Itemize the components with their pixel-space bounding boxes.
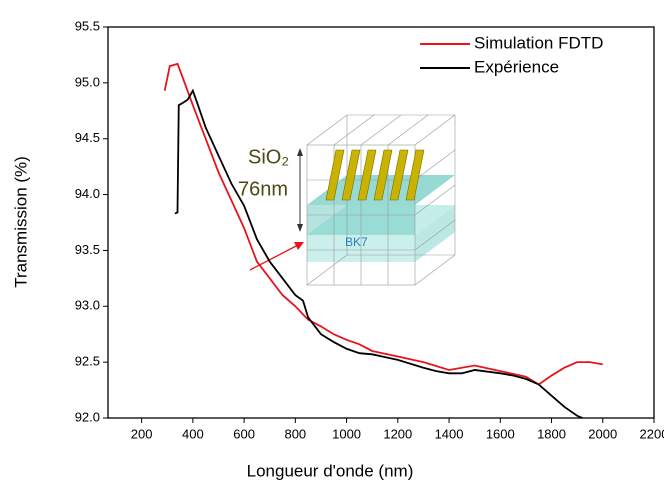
x-tick-label: 1400 [435,426,464,441]
y-tick-label: 94.0 [75,186,100,201]
y-tick-label: 93.5 [75,242,100,257]
x-tick-label: 800 [284,426,306,441]
x-tick-label: 400 [182,426,204,441]
legend-label: Expérience [474,57,559,76]
annotation: BK7 [345,235,368,249]
x-tick-label: 600 [233,426,255,441]
x-tick-label: 2000 [588,426,617,441]
y-tick-label: 93.0 [75,298,100,313]
series-line [174,88,583,419]
x-tick-label: 1800 [537,426,566,441]
x-tick-label: 1200 [383,426,412,441]
inset-diagram [249,114,456,286]
y-tick-label: 95.5 [75,18,100,33]
y-tick-label: 94.5 [75,130,100,145]
annotation: SiO₂ [248,146,289,168]
annotation: 76nm [238,178,288,200]
plot-frame [107,26,655,419]
x-tick-label: 1600 [486,426,515,441]
y-tick-label: 95.0 [75,74,100,89]
x-axis-label: Longueur d'onde (nm) [247,461,414,480]
y-axis-label: Transmission (%) [11,156,30,288]
y-tick-label: 92.0 [75,409,100,424]
x-tick-label: 2200 [640,426,664,441]
legend-label: Simulation FDTD [474,33,603,52]
x-tick-label: 200 [131,426,153,441]
x-tick-label: 1000 [332,426,361,441]
y-tick-label: 92.5 [75,354,100,369]
